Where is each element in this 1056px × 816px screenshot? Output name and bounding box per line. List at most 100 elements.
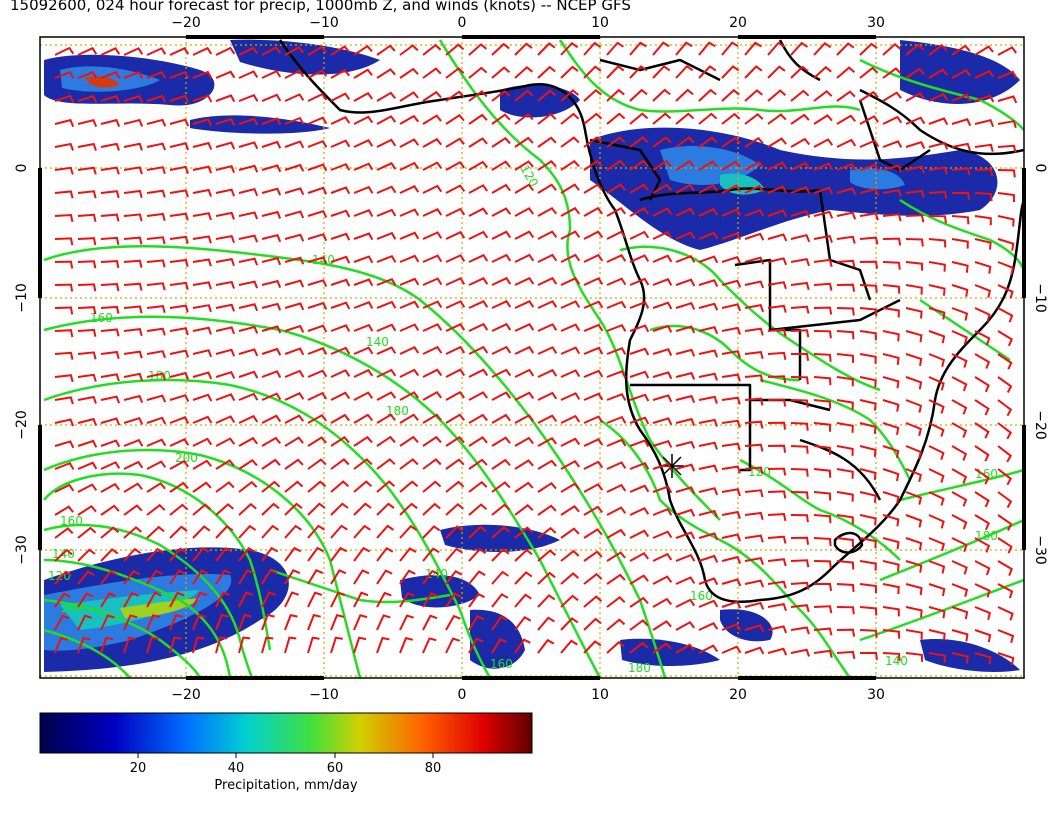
- wind-barb-icon: [284, 569, 301, 585]
- wind-barb-icon: [813, 138, 834, 148]
- wind-barb-icon: [629, 529, 650, 539]
- wind-barb-icon: [882, 330, 900, 342]
- wind-barb-icon: [261, 69, 282, 79]
- wind-barb-icon: [261, 370, 282, 378]
- wind-barb-icon: [537, 571, 556, 585]
- wind-barb-icon: [238, 436, 258, 447]
- wind-barb-icon: [537, 504, 557, 516]
- wind-barb-icon: [951, 376, 968, 392]
- wind-barb-icon: [583, 253, 604, 263]
- wind-barb-icon: [859, 491, 877, 503]
- lon-tick-label: 10: [591, 687, 609, 703]
- wind-barb-icon: [583, 183, 603, 194]
- wind-barb-icon: [146, 282, 166, 291]
- wind-barb-icon: [767, 580, 787, 589]
- wind-barb-icon: [560, 159, 580, 171]
- wind-barb-icon: [468, 368, 489, 378]
- wind-barb-icon: [606, 254, 627, 263]
- wind-barb-icon: [882, 140, 903, 148]
- wind-barb-icon: [836, 187, 857, 196]
- wind-barb-icon: [77, 483, 98, 493]
- wind-barb-icon: [629, 370, 650, 379]
- wind-barb-icon: [859, 376, 877, 388]
- wind-barb-icon: [376, 636, 390, 654]
- wind-barb-icon: [652, 530, 673, 539]
- wind-barb-icon: [790, 468, 809, 477]
- wind-barb-icon: [951, 399, 968, 415]
- wind-barb-icon: [146, 394, 167, 403]
- wind-barb-icon: [905, 284, 923, 295]
- wind-barb-icon: [215, 141, 236, 150]
- wind-barb-icon: [399, 480, 419, 493]
- wind-barb-icon: [767, 209, 788, 218]
- wind-barb-icon: [560, 369, 581, 378]
- wind-barb-icon: [721, 645, 742, 654]
- wind-barb-icon: [767, 89, 787, 102]
- wind-barb-icon: [215, 46, 236, 56]
- wind-barb-icon: [629, 507, 650, 516]
- wind-barb-icon: [790, 648, 810, 657]
- wind-barb-icon: [238, 591, 254, 608]
- wind-barb-icon: [353, 162, 374, 171]
- wind-barb-icon: [376, 391, 397, 401]
- wind-barb-icon: [744, 624, 765, 633]
- wind-barb-icon: [928, 166, 948, 175]
- wind-barb-icon: [422, 435, 442, 447]
- wind-barb-icon: [721, 208, 742, 217]
- wind-barb-icon: [353, 301, 374, 309]
- wind-barb-icon: [330, 232, 351, 241]
- wind-barb-icon: [514, 276, 535, 286]
- wind-barb-icon: [238, 257, 259, 266]
- wind-barb-icon: [767, 328, 787, 337]
- wind-barb-icon: [675, 508, 696, 517]
- contour-label: 140: [366, 335, 389, 349]
- wind-barb-icon: [169, 481, 189, 493]
- wind-barb-icon: [445, 43, 465, 56]
- wind-barb-icon: [514, 616, 532, 631]
- contour-label: 200: [175, 451, 198, 465]
- wind-barb-icon: [974, 606, 991, 621]
- wind-barb-icon: [537, 276, 558, 286]
- wind-barb-icon: [744, 420, 764, 429]
- wind-barb-icon: [790, 281, 810, 290]
- wind-barb-icon: [215, 569, 232, 585]
- wind-barb-icon: [537, 638, 555, 654]
- wind-barb-icon: [77, 237, 97, 246]
- wind-barb-icon: [721, 555, 742, 564]
- wind-barb-icon: [514, 89, 534, 102]
- wind-barb-icon: [928, 491, 945, 506]
- wind-barb-icon: [721, 350, 741, 359]
- wind-barb-icon: [813, 582, 833, 591]
- wind-barb-icon: [146, 94, 167, 103]
- wind-barb-icon: [905, 353, 923, 366]
- wind-barb-icon: [560, 277, 581, 286]
- wind-barb-icon: [514, 526, 534, 539]
- wind-barb-icon: [77, 373, 97, 382]
- wind-barb-icon: [905, 376, 923, 390]
- wind-barb-icon: [399, 231, 420, 240]
- wind-barb-icon: [583, 159, 603, 171]
- wind-barb-icon: [376, 547, 394, 562]
- wind-barb-icon: [836, 514, 854, 525]
- wind-barb-icon: [629, 88, 648, 102]
- wind-barb-icon: [422, 208, 443, 217]
- wind-barb-icon: [905, 422, 922, 437]
- wind-barb-icon: [307, 502, 326, 516]
- lon-tick-label: −10: [309, 687, 339, 703]
- wind-barb-icon: [445, 458, 465, 470]
- wind-barb-icon: [238, 392, 259, 401]
- wind-barb-icon: [238, 188, 259, 197]
- wind-barb-icon: [997, 46, 1018, 56]
- wind-barb-icon: [215, 370, 236, 379]
- wind-barb-icon: [652, 417, 673, 426]
- wind-barb-icon: [836, 90, 856, 102]
- wind-barb-icon: [215, 613, 229, 631]
- wind-barb-icon: [537, 391, 558, 401]
- wind-barb-icon: [767, 185, 788, 194]
- wind-barb-icon: [560, 392, 581, 401]
- wind-barb-icon: [951, 353, 968, 368]
- wind-barb-icon: [629, 65, 648, 79]
- wind-barb-icon: [146, 47, 167, 56]
- wind-barb-icon: [261, 93, 282, 102]
- wind-barb-icon: [54, 283, 74, 292]
